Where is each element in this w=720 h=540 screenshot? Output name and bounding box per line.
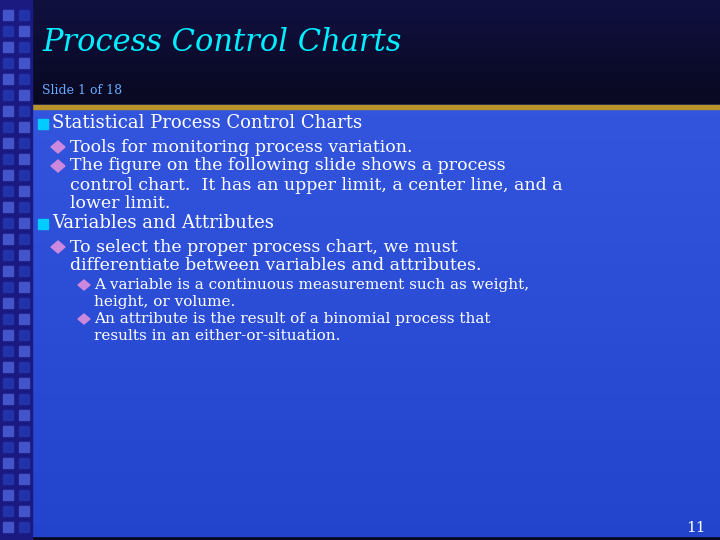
Bar <box>38 219 48 229</box>
Bar <box>19 10 29 20</box>
Bar <box>3 202 13 212</box>
Bar <box>3 346 13 356</box>
Bar <box>19 394 29 404</box>
Bar <box>3 362 13 372</box>
Bar <box>38 119 48 129</box>
Bar <box>19 74 29 84</box>
Bar <box>3 522 13 532</box>
Text: Variables and Attributes: Variables and Attributes <box>52 214 274 232</box>
Bar <box>3 186 13 196</box>
Bar <box>19 250 29 260</box>
Bar <box>3 506 13 516</box>
Bar <box>19 426 29 436</box>
Bar <box>19 218 29 228</box>
Bar <box>19 186 29 196</box>
Bar <box>3 458 13 468</box>
Bar <box>19 154 29 164</box>
Bar <box>19 106 29 116</box>
Bar <box>3 74 13 84</box>
Bar <box>3 314 13 324</box>
Bar <box>19 170 29 180</box>
Bar <box>19 266 29 276</box>
Bar <box>3 282 13 292</box>
Bar <box>3 410 13 420</box>
Bar <box>19 490 29 500</box>
Bar <box>19 122 29 132</box>
Text: control chart.  It has an upper limit, a center line, and a: control chart. It has an upper limit, a … <box>70 177 562 193</box>
Polygon shape <box>51 141 65 153</box>
Text: 11: 11 <box>686 521 706 535</box>
Bar <box>19 42 29 52</box>
Bar <box>19 378 29 388</box>
Bar <box>3 26 13 36</box>
Bar <box>3 234 13 244</box>
Polygon shape <box>51 160 65 172</box>
Bar <box>3 218 13 228</box>
Bar <box>3 122 13 132</box>
Bar <box>3 106 13 116</box>
Bar <box>3 58 13 68</box>
Bar <box>3 266 13 276</box>
Bar <box>19 522 29 532</box>
Bar <box>19 410 29 420</box>
Bar <box>3 330 13 340</box>
Bar <box>3 154 13 164</box>
Bar <box>3 378 13 388</box>
Bar <box>3 90 13 100</box>
Bar <box>3 138 13 148</box>
Bar <box>19 58 29 68</box>
Bar <box>19 330 29 340</box>
Bar <box>19 314 29 324</box>
Text: results in an either-or-situation.: results in an either-or-situation. <box>94 329 341 343</box>
Bar <box>19 234 29 244</box>
Bar <box>3 426 13 436</box>
Polygon shape <box>78 280 90 290</box>
Text: differentiate between variables and attributes.: differentiate between variables and attr… <box>70 258 482 274</box>
Text: A variable is a continuous measurement such as weight,: A variable is a continuous measurement s… <box>94 278 529 292</box>
Bar <box>19 298 29 308</box>
Text: height, or volume.: height, or volume. <box>94 295 235 309</box>
Bar <box>19 474 29 484</box>
Bar <box>3 10 13 20</box>
Bar <box>19 458 29 468</box>
Text: To select the proper process chart, we must: To select the proper process chart, we m… <box>70 239 458 255</box>
Text: Process Control Charts: Process Control Charts <box>42 27 401 58</box>
Bar <box>3 42 13 52</box>
Text: Slide 1 of 18: Slide 1 of 18 <box>42 84 122 98</box>
Bar <box>3 394 13 404</box>
Bar <box>19 90 29 100</box>
Bar <box>3 298 13 308</box>
Text: Statistical Process Control Charts: Statistical Process Control Charts <box>52 114 362 132</box>
Text: An attribute is the result of a binomial process that: An attribute is the result of a binomial… <box>94 312 490 326</box>
Bar <box>19 362 29 372</box>
Bar <box>3 170 13 180</box>
Bar <box>19 282 29 292</box>
Bar <box>19 346 29 356</box>
Text: Tools for monitoring process variation.: Tools for monitoring process variation. <box>70 138 413 156</box>
Bar <box>19 138 29 148</box>
Bar <box>3 490 13 500</box>
Polygon shape <box>78 314 90 324</box>
Bar <box>3 474 13 484</box>
Bar <box>19 26 29 36</box>
Bar <box>19 442 29 452</box>
Bar <box>3 250 13 260</box>
Bar <box>19 202 29 212</box>
Bar <box>3 442 13 452</box>
Text: lower limit.: lower limit. <box>70 195 171 213</box>
Bar <box>19 506 29 516</box>
Polygon shape <box>51 241 65 253</box>
Text: The figure on the following slide shows a process: The figure on the following slide shows … <box>70 158 505 174</box>
